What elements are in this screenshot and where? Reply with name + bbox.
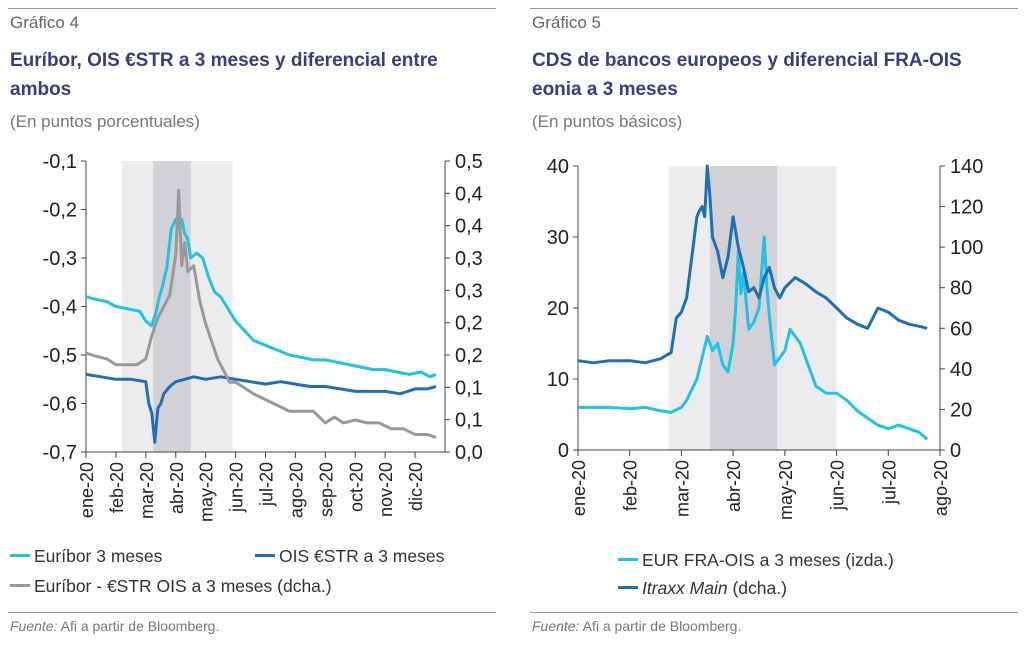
- source-note: Fuente: Afi a partir de Bloomberg.: [532, 618, 741, 634]
- y-tick-label-left: 10: [547, 369, 569, 391]
- legend-swatch: [255, 553, 275, 557]
- x-tick-label: abr-20: [167, 462, 187, 514]
- x-tick-label: ene-20: [569, 460, 589, 516]
- y-tick-label-right: 80: [950, 278, 972, 300]
- y-tick-label-left: 30: [547, 227, 569, 249]
- bottom-rule: [8, 612, 496, 613]
- source-text: Afi a partir de Bloomberg.: [582, 618, 742, 634]
- y-tick-label-right: 140: [950, 156, 983, 178]
- chart-subtitle: (En puntos porcentuales): [10, 112, 200, 131]
- y-tick-label-left: -0,6: [43, 394, 77, 416]
- x-tick-label: may-20: [197, 462, 217, 522]
- y-tick-label-right: 20: [950, 399, 972, 421]
- legend-label: Euríbor - €STR OIS a 3 meses (dcha.): [34, 576, 332, 596]
- y-tick-label-right: 100: [950, 237, 983, 259]
- legend-item-itraxx: Itraxx Main (dcha.): [618, 578, 787, 599]
- y-tick-label-right: 0,3: [455, 280, 483, 302]
- y-tick-label-right: 0,3: [455, 248, 483, 270]
- chart-left-plot: -0,1 -0,2 -0,3 -0,4 -0,5 -0,6 -0,7 0,5 0,4 0,4 0,3…: [43, 151, 483, 522]
- bottom-rule: [530, 612, 1018, 613]
- x-tick-label: oct-20: [346, 462, 366, 512]
- y-tick-label-right: 0,5: [455, 151, 483, 173]
- chart-panel-left: Gráfico 4 Euríbor, OIS €STR a 3 meses y …: [8, 0, 498, 650]
- x-tick-label: mar-20: [672, 460, 692, 517]
- x-tick-label: may-20: [776, 460, 796, 520]
- y-tick-label-right: 0,2: [455, 313, 483, 335]
- y-tick-label-left: -0,5: [43, 345, 77, 367]
- y-tick-label-left: -0,2: [43, 200, 77, 222]
- legend-swatch: [618, 557, 638, 561]
- y-tick-label-right: 0,0: [455, 442, 483, 464]
- legend-label-italic: Itraxx Main: [642, 578, 728, 598]
- y-tick-label-right: 120: [950, 197, 983, 219]
- legend-item-euribor: Euríbor 3 meses: [10, 546, 162, 567]
- series-line-euribor: [85, 217, 437, 379]
- x-tick-label: dic-20: [406, 462, 426, 511]
- series-line-spread: [85, 188, 437, 439]
- chart-title: Euríbor, OIS €STR a 3 meses y diferencia…: [10, 50, 438, 100]
- series-line-itraxx: [577, 164, 928, 365]
- source-note: Fuente: Afi a partir de Bloomberg.: [10, 618, 219, 634]
- figure-label: Gráfico 5: [532, 13, 601, 32]
- x-tick-label: abr-20: [724, 460, 744, 512]
- y-tick-label-right: 0,2: [455, 345, 483, 367]
- x-tick-label: jun-20: [828, 460, 848, 511]
- x-tick-label: nov-20: [376, 462, 396, 517]
- x-tick-label: sep-20: [316, 462, 336, 517]
- y-tick-label-left: 0: [558, 440, 569, 462]
- legend-swatch: [10, 553, 30, 557]
- x-tick-label: ago-20: [931, 460, 951, 516]
- x-tick-label: ene-20: [77, 462, 97, 518]
- x-tick-label: jul-20: [257, 462, 277, 507]
- legend-label: OIS €STR a 3 meses: [279, 546, 445, 566]
- source-label: Fuente:: [10, 618, 58, 634]
- y-tick-label-left: -0,1: [43, 151, 77, 173]
- series-line-ois: [85, 372, 437, 444]
- shaded-period-dark: [709, 166, 778, 450]
- y-tick-label-right: 0,1: [455, 377, 483, 399]
- y-tick-label-right: 0,4: [455, 216, 483, 238]
- source-label: Fuente:: [532, 618, 580, 634]
- chart-subtitle: (En puntos básicos): [532, 112, 683, 131]
- legend-item-ois: OIS €STR a 3 meses: [255, 546, 444, 567]
- x-tick-label: feb-20: [621, 460, 641, 511]
- legend-swatch: [618, 585, 638, 589]
- top-rule: [530, 8, 1018, 9]
- figure-label: Gráfico 4: [10, 13, 79, 32]
- series-line-fraois: [578, 235, 929, 441]
- y-tick-label-right: 0: [950, 440, 961, 462]
- x-tick-label: feb-20: [107, 462, 127, 513]
- x-tick-label: jun-20: [227, 462, 247, 513]
- y-tick-label-left: -0,7: [43, 442, 77, 464]
- legend-label: Euríbor 3 meses: [34, 546, 163, 566]
- y-tick-label-left: 40: [547, 156, 569, 178]
- y-tick-label-left: -0,3: [43, 248, 77, 270]
- y-tick-label-right: 0,1: [455, 410, 483, 432]
- legend-label: (dcha.): [727, 578, 787, 598]
- x-tick-label: ago-20: [286, 462, 306, 518]
- source-text: Afi a partir de Bloomberg.: [60, 618, 220, 634]
- y-tick-label-right: 40: [950, 359, 972, 381]
- chart-title: CDS de bancos europeos y diferencial FRA…: [532, 50, 962, 100]
- chart-panel-right: Gráfico 5 CDS de bancos europeos y difer…: [530, 0, 1020, 650]
- y-tick-label-right: 60: [950, 318, 972, 340]
- legend-item-spread: Euríbor - €STR OIS a 3 meses (dcha.): [10, 576, 332, 597]
- legend-swatch: [10, 583, 30, 587]
- top-rule: [8, 8, 496, 9]
- y-tick-label-left: 20: [547, 298, 569, 320]
- legend-item-fraois: EUR FRA-OIS a 3 meses (izda.): [618, 550, 894, 571]
- x-tick-label: jul-20: [879, 460, 899, 505]
- legend-label: EUR FRA-OIS a 3 meses (izda.): [642, 550, 894, 570]
- x-tick-label: mar-20: [137, 462, 157, 519]
- y-tick-label-right: 0,4: [455, 183, 483, 205]
- y-tick-label-left: -0,4: [43, 297, 77, 319]
